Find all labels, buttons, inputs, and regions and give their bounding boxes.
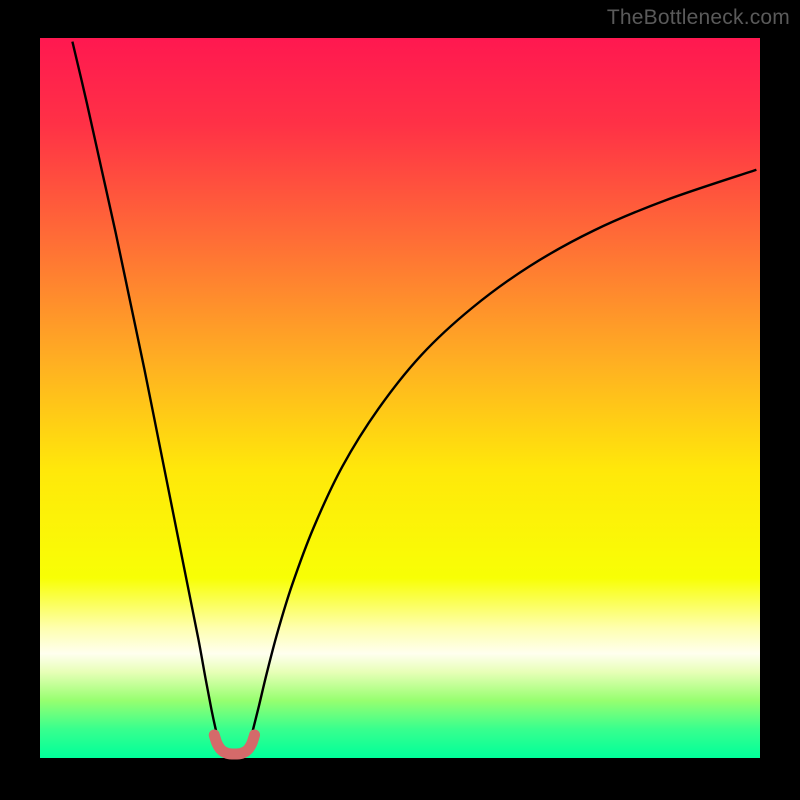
curve-right-branch [250, 170, 757, 744]
bottleneck-curve-layer [0, 0, 800, 800]
valley-marker [214, 735, 254, 754]
curve-left-branch [72, 42, 219, 744]
watermark-text: TheBottleneck.com [607, 6, 790, 30]
